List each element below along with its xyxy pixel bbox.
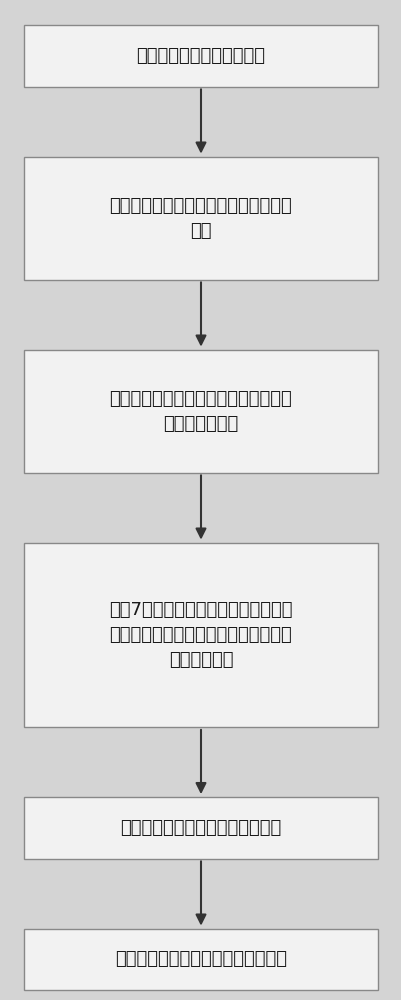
FancyBboxPatch shape	[24, 157, 377, 280]
FancyBboxPatch shape	[24, 350, 377, 473]
Text: 将特征参数输入神经网络进行识别: 将特征参数输入神经网络进行识别	[120, 819, 281, 837]
FancyBboxPatch shape	[24, 543, 377, 727]
FancyBboxPatch shape	[24, 929, 377, 990]
FancyBboxPatch shape	[24, 797, 377, 859]
FancyBboxPatch shape	[24, 25, 377, 87]
Text: 提取7个对图像平移、缩放、镜像和旋
转都不敏感的二维不变矩参数作为模式
识别特征参数: 提取7个对图像平移、缩放、镜像和旋 转都不敏感的二维不变矩参数作为模式 识别特征…	[109, 601, 292, 669]
Text: 输出污秽放电、凝露放电或毛刺放电: 输出污秽放电、凝露放电或毛刺放电	[115, 950, 286, 968]
Text: 现场检测获得紫外检测图像: 现场检测获得紫外检测图像	[136, 47, 265, 65]
Text: 将彩色图像进行灰度处理获得二值灰度
图像: 将彩色图像进行灰度处理获得二值灰度 图像	[109, 197, 292, 240]
Text: 对二值灰度图像进行数学形态学滤波获
得清晰灰度图像: 对二值灰度图像进行数学形态学滤波获 得清晰灰度图像	[109, 390, 292, 433]
